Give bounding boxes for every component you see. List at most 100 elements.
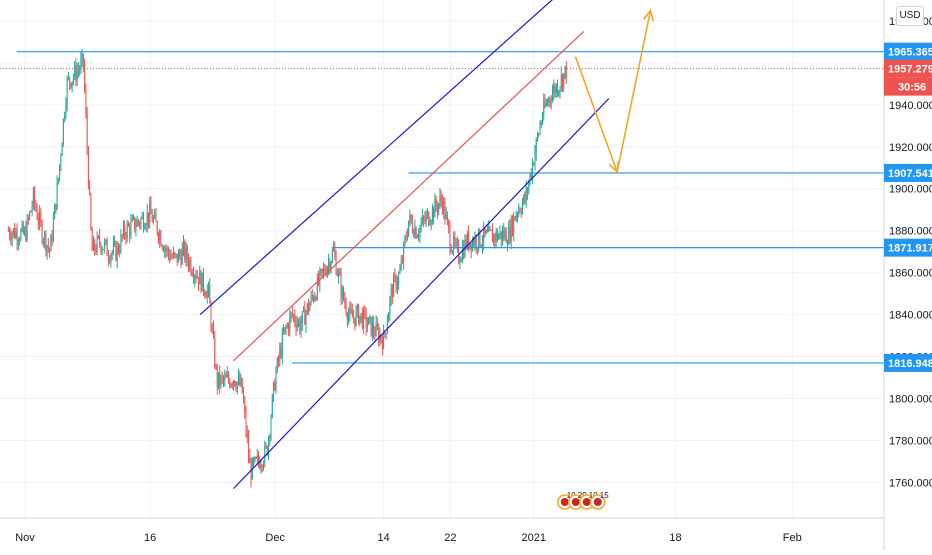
candle-body <box>538 133 540 136</box>
trend-channel[interactable] <box>199 0 610 490</box>
candle-body <box>157 233 159 240</box>
candle-body <box>213 327 214 337</box>
candle-body <box>263 463 265 468</box>
candle-body <box>231 384 233 386</box>
candle-body <box>295 322 297 329</box>
candle-body <box>305 312 307 325</box>
candle-body <box>273 382 275 396</box>
candle-body <box>311 294 313 297</box>
candle-body <box>359 315 361 324</box>
candle-body <box>97 236 99 238</box>
candle-body <box>354 317 356 326</box>
candle-body <box>144 227 146 229</box>
candle-body <box>448 220 450 228</box>
candle-body <box>65 103 67 116</box>
candle-body <box>203 272 204 291</box>
candle-body <box>290 312 292 316</box>
candle-body <box>130 221 132 236</box>
candle-body <box>461 246 463 260</box>
candle-body <box>450 249 452 253</box>
candle-body <box>89 185 91 195</box>
candle-body <box>171 256 173 258</box>
channel-upper-line <box>199 0 553 316</box>
candle-body <box>508 227 510 245</box>
x-tick-label: Dec <box>265 532 285 544</box>
candle-body <box>210 303 212 328</box>
candle-body <box>230 384 232 387</box>
currency-button[interactable]: USD <box>896 6 924 26</box>
candle-body <box>248 437 249 458</box>
candle-body <box>44 233 46 241</box>
projection-arrows[interactable] <box>574 8 654 175</box>
event-label: 15 <box>600 491 609 500</box>
candle-body <box>55 204 57 210</box>
candle-body <box>151 214 153 223</box>
candle-body <box>17 241 19 243</box>
candle-body <box>309 303 311 311</box>
candle-body <box>493 234 495 243</box>
candle-body <box>234 380 236 386</box>
event-label: 29 <box>578 491 587 500</box>
candle-body <box>155 213 157 222</box>
candle-body <box>408 220 410 236</box>
candle-body <box>176 253 178 263</box>
candle-body <box>406 235 408 239</box>
candle-body <box>96 236 98 253</box>
candle-body <box>446 214 448 221</box>
event-markers[interactable]: 10 29 10 15 <box>557 491 609 510</box>
channel-middle-line <box>233 31 585 362</box>
candle-body <box>403 243 405 262</box>
candle-body <box>296 323 298 329</box>
candle-body <box>21 223 23 231</box>
horizontal-levels[interactable] <box>0 51 884 364</box>
candle-body <box>533 163 535 165</box>
candle-body <box>501 230 503 240</box>
level-price-badge <box>884 353 932 372</box>
candle-body <box>260 465 262 469</box>
candle-body <box>41 222 43 242</box>
candle-body <box>228 374 229 381</box>
candle-body <box>389 298 391 314</box>
candle-body <box>504 230 506 238</box>
candle-body <box>179 251 181 256</box>
candle-body <box>81 54 83 61</box>
candle-body <box>239 376 241 386</box>
candle-body <box>433 207 435 218</box>
candle-body <box>395 276 397 289</box>
level-price-label: 1871.917 <box>888 243 932 255</box>
candle-body <box>370 316 372 336</box>
candle-body <box>156 221 158 234</box>
candle-body <box>361 312 363 328</box>
candle-body <box>136 220 138 227</box>
candle-body <box>564 66 566 74</box>
candle-body <box>435 199 437 208</box>
candle-body <box>214 336 216 367</box>
candle-body <box>66 78 68 104</box>
candle-body <box>208 284 209 291</box>
candle-body <box>485 230 487 234</box>
candle-body <box>400 261 402 271</box>
candle-body <box>129 226 131 236</box>
candle-body <box>185 247 187 260</box>
candle-body <box>445 214 447 220</box>
candle-body <box>92 239 94 251</box>
candle-body <box>180 255 182 265</box>
candle-body <box>524 194 526 202</box>
level-price-badge <box>884 163 932 182</box>
candle-body <box>440 196 442 201</box>
event-label: 10 <box>567 491 576 500</box>
candle-body <box>57 178 59 183</box>
candle-body <box>184 241 186 260</box>
candle-body <box>517 213 518 215</box>
candle-body <box>219 372 221 386</box>
candle-body <box>429 223 431 225</box>
candle-body <box>423 216 425 220</box>
candle-body <box>371 322 373 336</box>
candle-body <box>77 70 79 72</box>
candle-body <box>233 380 234 386</box>
candle-body <box>470 242 472 251</box>
candle-body <box>513 216 515 234</box>
candle-body <box>509 227 511 242</box>
